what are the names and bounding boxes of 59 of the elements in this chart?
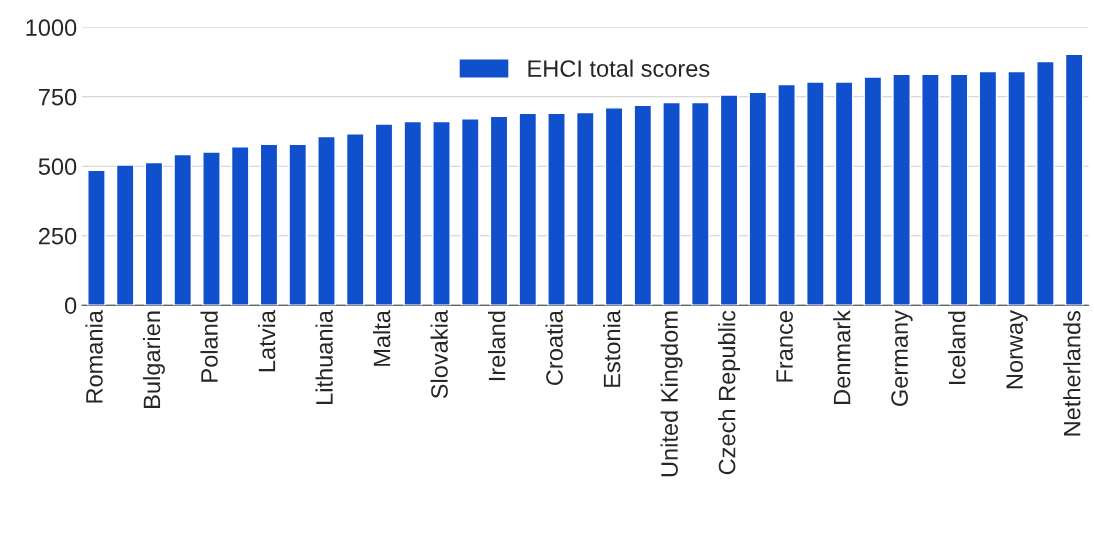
y-tick-label: 0 bbox=[64, 297, 77, 314]
x-tick-label: Germany bbox=[891, 310, 913, 406]
bar bbox=[863, 76, 883, 306]
x-tick-label: Slovakia bbox=[430, 310, 448, 399]
bar bbox=[604, 107, 624, 306]
bar bbox=[834, 81, 854, 306]
bar bbox=[633, 104, 653, 306]
bar bbox=[432, 120, 451, 306]
bar bbox=[921, 73, 940, 306]
bar bbox=[748, 91, 768, 306]
bar bbox=[777, 83, 796, 306]
bar bbox=[892, 73, 911, 306]
bar bbox=[345, 133, 365, 306]
bar bbox=[690, 101, 710, 306]
x-tick-label: Poland bbox=[200, 311, 218, 382]
y-tick-label: 500 bbox=[38, 158, 77, 176]
bar bbox=[460, 118, 480, 306]
y-tick-label: 750 bbox=[39, 88, 77, 106]
bar bbox=[1064, 53, 1084, 306]
bar bbox=[1007, 70, 1026, 306]
x-tick-label: Ireland bbox=[488, 311, 506, 381]
bar bbox=[547, 112, 566, 306]
bar bbox=[662, 101, 681, 306]
bar bbox=[806, 81, 825, 306]
bar bbox=[144, 161, 164, 306]
x-tick-label: Norway bbox=[1006, 310, 1028, 389]
x-tick-label: Malta bbox=[372, 310, 391, 366]
legend-label: EHCI total scores bbox=[528, 59, 710, 77]
bar bbox=[374, 123, 394, 306]
y-tick-label: 1000 bbox=[26, 19, 77, 37]
x-tick-label: United Kingdom bbox=[660, 311, 683, 477]
bar bbox=[259, 143, 279, 306]
bar bbox=[202, 151, 221, 306]
bar bbox=[403, 120, 423, 306]
x-tick-label: Denmark bbox=[833, 310, 851, 404]
x-tick-label: Iceland bbox=[948, 311, 966, 385]
x-tick-label: Estonia bbox=[603, 310, 621, 387]
x-tick-label: Netherlands bbox=[1063, 310, 1081, 436]
x-tick-label: Lithuania bbox=[315, 310, 333, 404]
x-tick-label: Czech Republic bbox=[718, 310, 741, 475]
bar bbox=[173, 153, 193, 306]
bar bbox=[288, 143, 308, 306]
bar bbox=[719, 94, 739, 306]
bar bbox=[1036, 60, 1055, 306]
bar bbox=[489, 115, 509, 306]
bar bbox=[230, 146, 250, 306]
x-tick-label: Bulgarien bbox=[142, 311, 165, 408]
bar bbox=[317, 135, 336, 306]
x-tick-label: Latvia bbox=[257, 310, 276, 372]
x-tick-label: Croatia bbox=[545, 310, 563, 385]
y-tick-label: 250 bbox=[38, 227, 77, 245]
bar bbox=[518, 112, 538, 306]
x-tick-label: France bbox=[776, 311, 793, 382]
bar bbox=[978, 70, 998, 306]
bar bbox=[575, 111, 595, 306]
bar bbox=[115, 164, 135, 306]
bar bbox=[87, 169, 106, 306]
bar bbox=[949, 73, 969, 306]
x-tick-label: Romania bbox=[85, 310, 103, 403]
